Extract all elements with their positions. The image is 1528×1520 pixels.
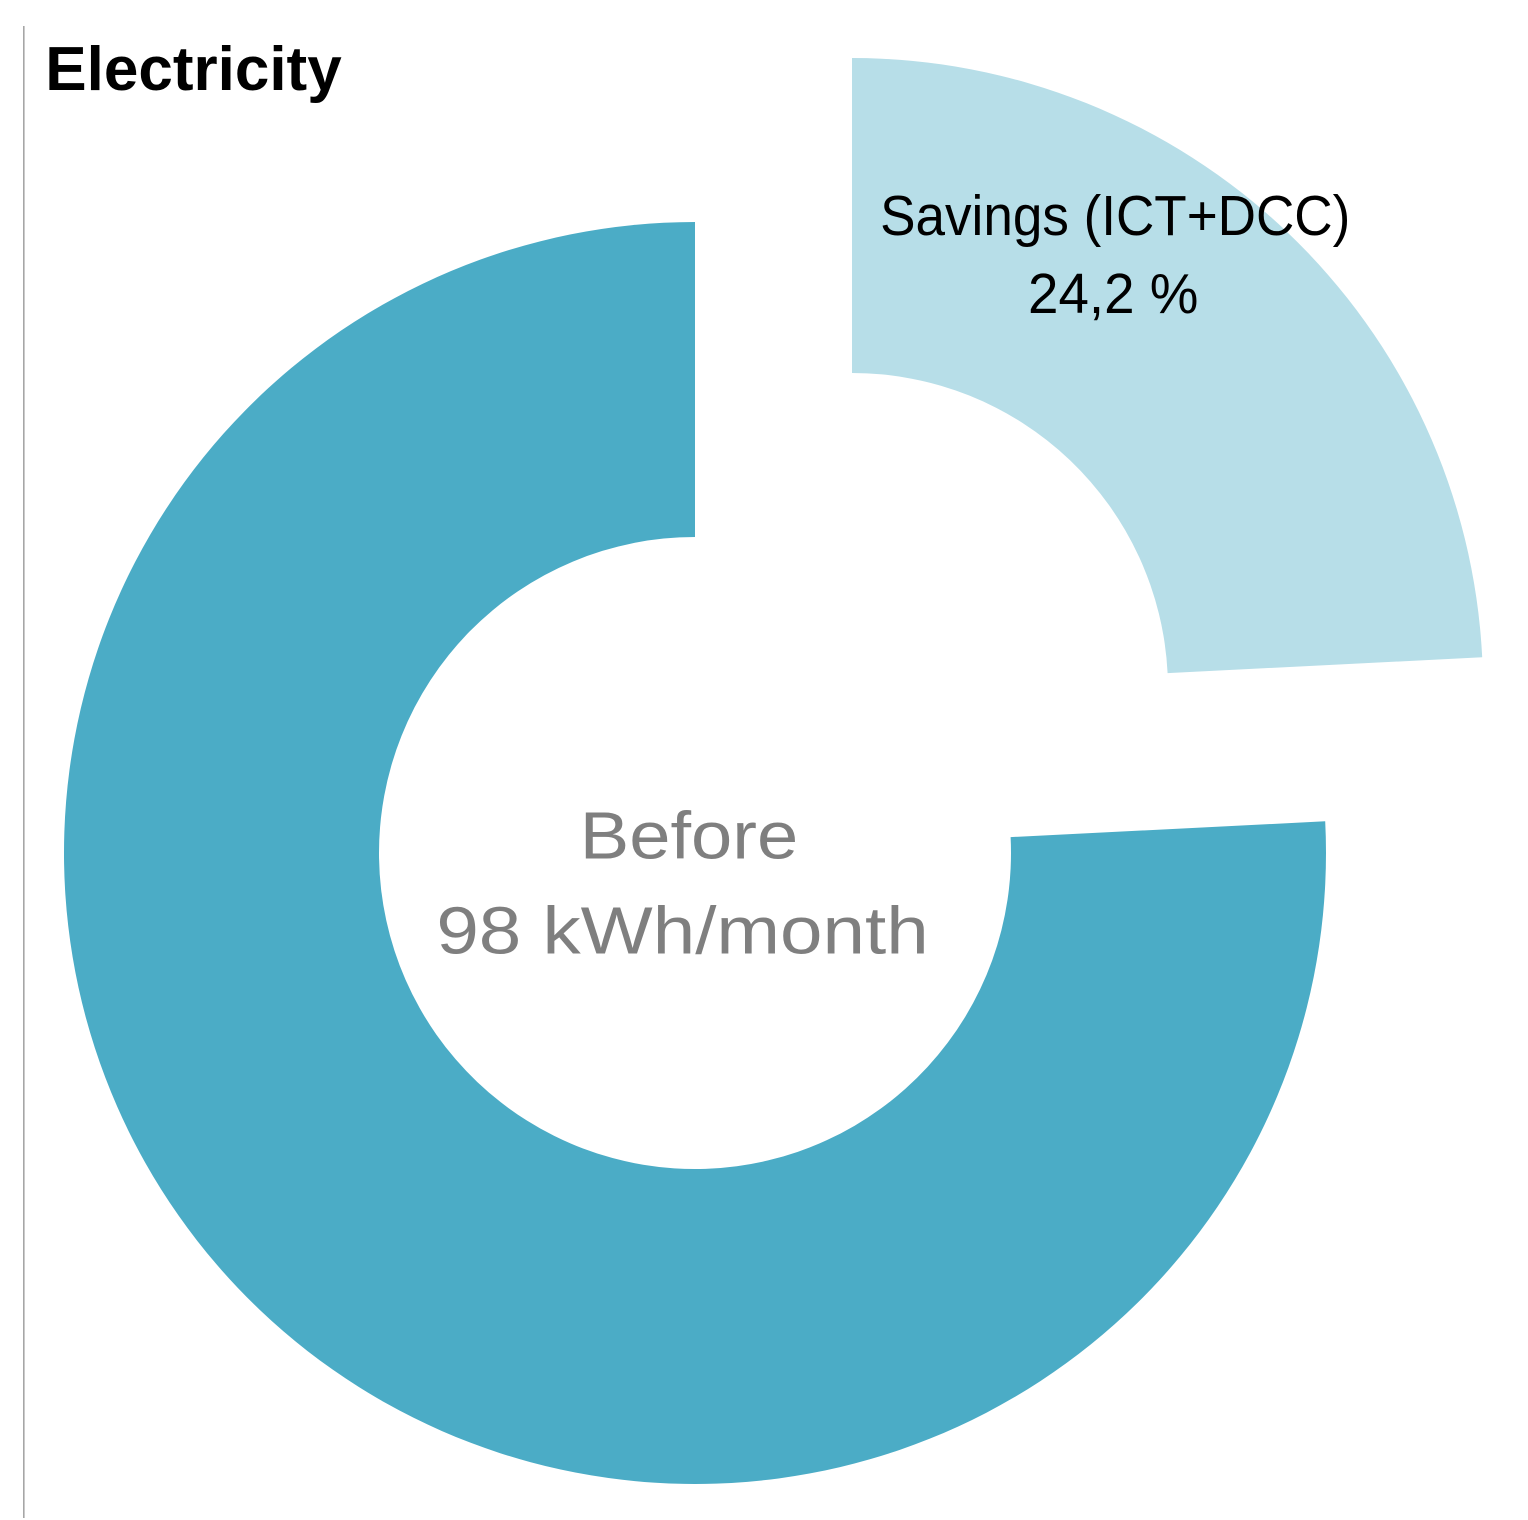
- svg-text:98 kWh/month: 98 kWh/month: [436, 894, 928, 969]
- svg-text:24,2 %: 24,2 %: [1028, 261, 1198, 325]
- svg-text:Before: Before: [580, 798, 798, 873]
- svg-text:Electricity: Electricity: [45, 35, 342, 104]
- svg-text:Savings (ICT+DCC): Savings (ICT+DCC): [880, 183, 1350, 247]
